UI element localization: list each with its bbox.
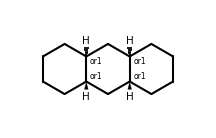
- Polygon shape: [128, 82, 132, 90]
- Text: or1: or1: [133, 72, 146, 81]
- Text: or1: or1: [90, 57, 103, 66]
- Text: H: H: [126, 92, 133, 102]
- Text: or1: or1: [133, 57, 146, 66]
- Polygon shape: [84, 82, 88, 90]
- Text: H: H: [83, 92, 90, 102]
- Text: or1: or1: [90, 72, 103, 81]
- Text: H: H: [83, 36, 90, 46]
- Text: H: H: [126, 36, 133, 46]
